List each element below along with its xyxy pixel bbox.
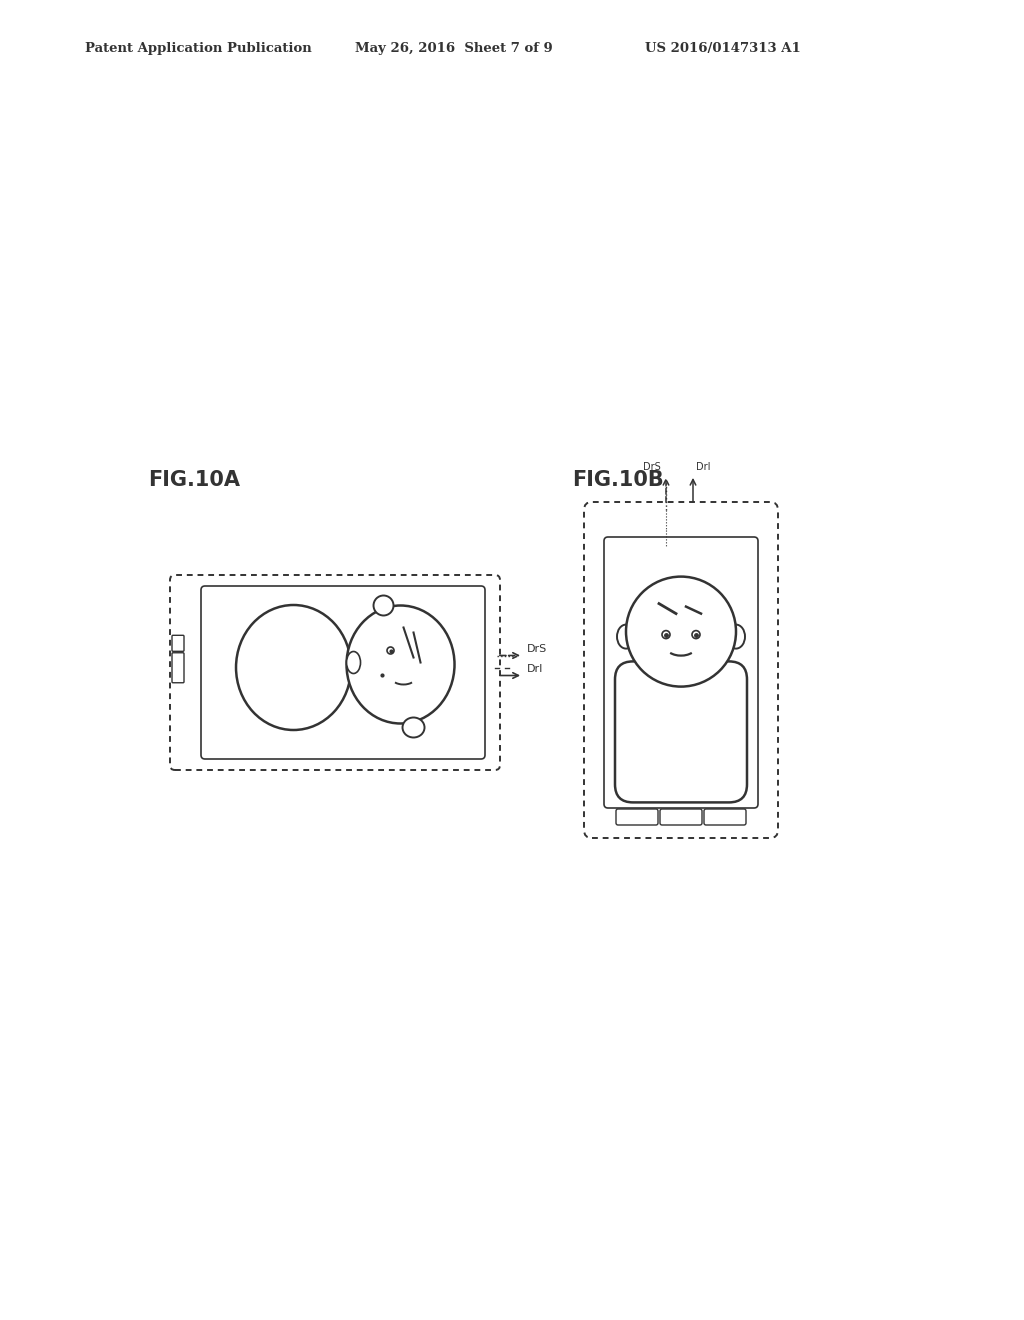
FancyBboxPatch shape <box>660 809 702 825</box>
Circle shape <box>374 595 393 615</box>
FancyBboxPatch shape <box>201 586 485 759</box>
FancyBboxPatch shape <box>172 635 184 651</box>
FancyBboxPatch shape <box>604 537 758 808</box>
Ellipse shape <box>617 624 635 648</box>
Circle shape <box>692 631 700 639</box>
Text: US 2016/0147313 A1: US 2016/0147313 A1 <box>645 42 801 55</box>
Text: May 26, 2016  Sheet 7 of 9: May 26, 2016 Sheet 7 of 9 <box>355 42 553 55</box>
FancyBboxPatch shape <box>170 576 500 770</box>
Circle shape <box>626 577 736 686</box>
Text: DrI: DrI <box>696 462 711 473</box>
Ellipse shape <box>402 718 425 738</box>
Text: DrI: DrI <box>527 664 544 673</box>
FancyBboxPatch shape <box>616 809 658 825</box>
Ellipse shape <box>727 624 745 648</box>
Ellipse shape <box>346 606 455 723</box>
Circle shape <box>387 647 394 653</box>
Ellipse shape <box>236 605 351 730</box>
FancyBboxPatch shape <box>705 809 746 825</box>
Circle shape <box>662 631 670 639</box>
Text: FIG.10A: FIG.10A <box>148 470 240 490</box>
FancyBboxPatch shape <box>172 653 184 682</box>
Text: Patent Application Publication: Patent Application Publication <box>85 42 311 55</box>
Ellipse shape <box>346 652 360 673</box>
Text: DrS: DrS <box>527 644 547 653</box>
FancyBboxPatch shape <box>615 661 746 803</box>
Text: FIG.10B: FIG.10B <box>572 470 664 490</box>
FancyBboxPatch shape <box>584 502 778 838</box>
Text: DrS: DrS <box>643 462 662 473</box>
